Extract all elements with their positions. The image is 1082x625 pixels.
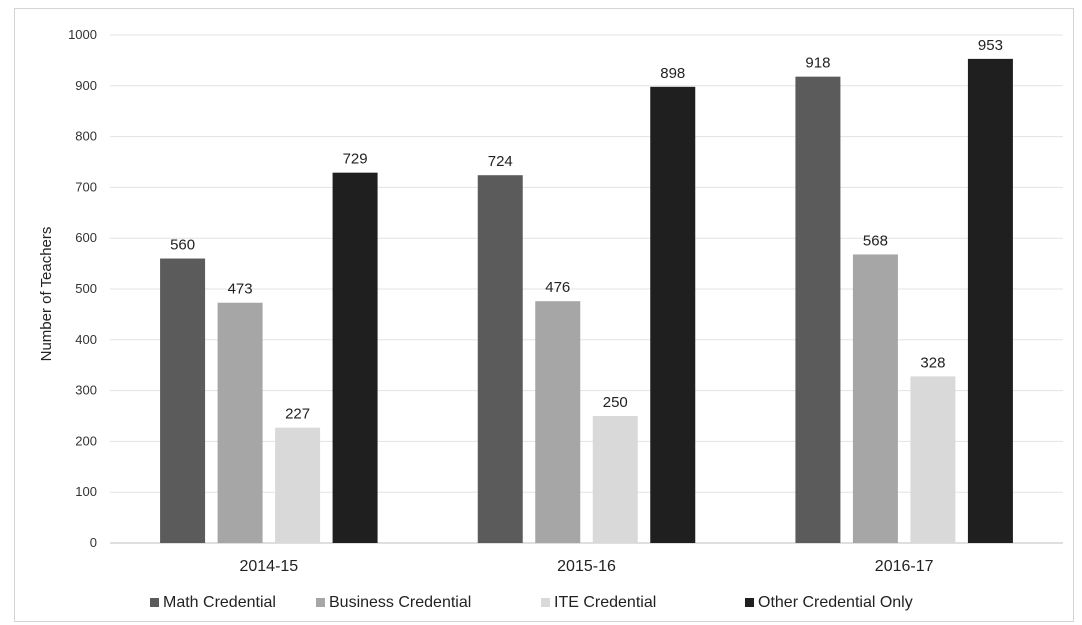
y-tick-label: 100 [75, 484, 97, 499]
bar [795, 76, 841, 543]
bar [592, 416, 638, 543]
y-tick-label: 800 [75, 129, 97, 144]
y-tick-label: 900 [75, 78, 97, 93]
data-label: 328 [920, 354, 945, 371]
bar [910, 376, 956, 543]
x-axis-categories: 2014-15 2015-16 2016-17 [239, 558, 933, 575]
bar [967, 58, 1013, 543]
y-tick-label: 0 [90, 535, 97, 550]
x-category-label: 2015-16 [557, 558, 616, 575]
bar [275, 427, 321, 543]
legend-label: ITE Credential [554, 594, 656, 611]
legend-swatch [150, 598, 159, 607]
data-label: 476 [545, 279, 570, 296]
legend-label: Other Credential Only [758, 594, 913, 611]
data-label: 560 [170, 237, 195, 254]
bars [160, 58, 1013, 543]
data-label: 724 [488, 153, 513, 170]
legend-label: Math Credential [163, 594, 276, 611]
legend-swatch [316, 598, 325, 607]
data-label: 568 [863, 232, 888, 249]
data-label: 898 [660, 65, 685, 82]
y-tick-label: 200 [75, 433, 97, 448]
data-label: 473 [228, 281, 253, 298]
y-tick-label: 1000 [68, 27, 97, 42]
bar [650, 86, 696, 543]
data-label: 918 [805, 55, 830, 72]
bar [160, 258, 206, 543]
bar [535, 301, 581, 543]
data-label: 250 [603, 394, 628, 411]
y-tick-label: 500 [75, 281, 97, 296]
data-label: 729 [343, 151, 368, 168]
y-tick-label: 300 [75, 383, 97, 398]
data-label: 227 [285, 406, 310, 423]
legend-label: Business Credential [329, 594, 471, 611]
gridlines [110, 34, 1063, 544]
legend-swatch [745, 598, 754, 607]
y-tick-label: 700 [75, 179, 97, 194]
data-labels: 560 473 227 729 724 476 250 898 918 568 328 953 [170, 37, 1003, 423]
y-axis-label: Number of Teachers [38, 227, 55, 362]
bar [332, 172, 378, 543]
legend: Math Credential Business Credential ITE Cr… [150, 594, 913, 611]
bar [217, 302, 263, 543]
y-axis-ticks: 0 100 200 300 400 500 600 700 800 900 1000 [68, 27, 97, 550]
data-label: 953 [978, 37, 1003, 54]
x-category-label: 2014-15 [239, 558, 298, 575]
bar [477, 175, 523, 543]
x-category-label: 2016-17 [875, 558, 934, 575]
bar [852, 254, 898, 543]
y-tick-label: 400 [75, 332, 97, 347]
legend-swatch [541, 598, 550, 607]
y-tick-label: 600 [75, 230, 97, 245]
